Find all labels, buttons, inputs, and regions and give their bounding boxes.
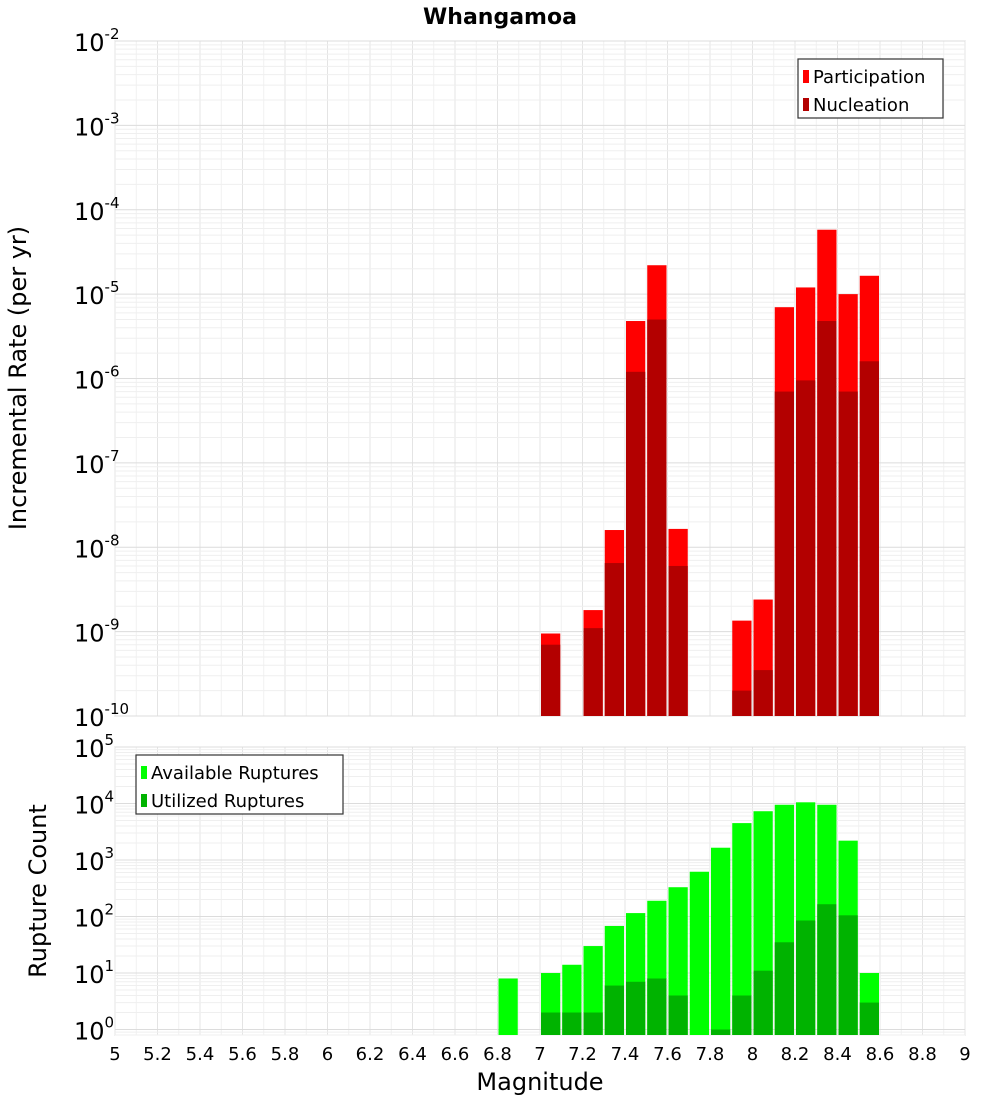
legend-label: Utilized Ruptures [151, 791, 304, 812]
utilized-ruptures-bar [604, 985, 624, 1035]
utilized-ruptures-bar [859, 1002, 879, 1035]
x-tick-label: 6.6 [441, 1044, 470, 1065]
nucleation-bar [732, 690, 752, 716]
rate-bars [541, 229, 879, 717]
x-tick-label: 7.8 [696, 1044, 725, 1065]
x-tick-label: 6 [322, 1044, 333, 1065]
x-tick-label: 5 [109, 1044, 120, 1065]
y-tick-label: 104 [74, 788, 114, 820]
y-tick-label: 10-6 [74, 363, 120, 395]
utilized-ruptures-bar [541, 1012, 561, 1035]
rate-panel: 10-10 10-9 10-8 10-7 10-6 10-5 10-4 10-3 10-2 In… [4, 25, 966, 732]
y-tick-label: 105 [74, 731, 114, 763]
count-y-axis-label: Rupture Count [24, 804, 52, 978]
nucleation-bar [583, 628, 603, 716]
utilized-ruptures-bar [838, 915, 858, 1035]
count-bars [498, 802, 879, 1035]
nucleation-bar [774, 391, 794, 716]
available-ruptures-bar [711, 847, 731, 1035]
x-tick-label: 5.4 [186, 1044, 215, 1065]
y-tick-label: 10-4 [74, 194, 120, 226]
utilized-ruptures-bar [732, 995, 752, 1035]
utilized-ruptures-bar [753, 970, 773, 1035]
count-panel: 100 101 102 103 104 105 Rupture Count Availab… [24, 731, 966, 1046]
utilized-ruptures-bar [583, 1012, 603, 1035]
nucleation-bar [817, 321, 837, 716]
utilized-ruptures-bar [817, 904, 837, 1035]
y-tick-label: 102 [74, 901, 114, 933]
available-ruptures-bar [732, 823, 752, 1035]
x-tick-label: 5.2 [143, 1044, 172, 1065]
nucleation-bar [626, 371, 646, 716]
utilized-ruptures-bar [774, 942, 794, 1035]
chart-title: Whangamoa [423, 5, 577, 30]
legend-box [135, 754, 344, 815]
x-tick-label: 8.6 [866, 1044, 895, 1065]
nucleation-bar [541, 644, 561, 716]
available-ruptures-bar [498, 978, 518, 1035]
count-legend: Available Ruptures Utilized Ruptures [135, 754, 344, 815]
x-tick-label: 6.8 [483, 1044, 512, 1065]
utilized-ruptures-bar [647, 978, 667, 1035]
y-tick-label: 10-5 [74, 278, 120, 310]
legend-label: Available Ruptures [151, 763, 319, 784]
x-tick-label: 8.2 [781, 1044, 810, 1065]
nucleation-bar [753, 670, 773, 716]
y-tick-label: 101 [74, 957, 114, 989]
x-tick-label: 7 [534, 1044, 545, 1065]
legend-swatch [141, 794, 147, 807]
x-tick-label: 6.2 [356, 1044, 385, 1065]
utilized-ruptures-bar [796, 920, 816, 1035]
x-axis-label: Magnitude [476, 1068, 603, 1096]
legend-swatch [141, 766, 147, 779]
nucleation-bar [796, 380, 816, 716]
x-tick-label: 6.4 [398, 1044, 427, 1065]
utilized-ruptures-bar [711, 1029, 731, 1035]
rate-y-axis-label: Incremental Rate (per yr) [4, 226, 32, 530]
nucleation-bar [668, 565, 688, 716]
x-tick-label: 5.6 [228, 1044, 257, 1065]
y-tick-label: 10-8 [74, 531, 120, 563]
x-tick-label: 8.8 [908, 1044, 937, 1065]
utilized-ruptures-bar [562, 1012, 582, 1035]
x-tick-label: 7.4 [611, 1044, 640, 1065]
rate-grid [114, 40, 966, 717]
y-tick-label: 10-7 [74, 447, 120, 479]
nucleation-bar [647, 319, 667, 716]
legend-box [797, 58, 944, 119]
rate-legend: Participation Nucleation [797, 58, 944, 119]
utilized-ruptures-bar [626, 981, 646, 1035]
legend-swatch [803, 98, 809, 111]
x-tick-label: 7.2 [568, 1044, 597, 1065]
legend-label: Nucleation [813, 95, 909, 116]
nucleation-bar [838, 391, 858, 716]
x-tick-label: 5.8 [271, 1044, 300, 1065]
y-tick-label: 100 [74, 1014, 114, 1046]
y-tick-label: 103 [74, 844, 114, 876]
y-tick-label: 10-3 [74, 109, 120, 141]
x-tick-label: 8 [747, 1044, 758, 1065]
legend-label: Participation [813, 67, 925, 88]
y-tick-label: 10-9 [74, 616, 120, 648]
x-tick-label: 8.4 [823, 1044, 852, 1065]
x-tick-label: 7.6 [653, 1044, 682, 1065]
nucleation-bar [859, 361, 879, 716]
x-ticks: 5 5.2 5.4 5.6 5.8 6 6.2 6.4 6.6 6.8 7 7.2 7.4 7.6 7.8 8… [109, 1044, 970, 1065]
legend-swatch [803, 70, 809, 83]
y-tick-label: 10-2 [74, 25, 120, 57]
available-ruptures-bar [689, 871, 709, 1035]
x-tick-label: 9 [959, 1044, 970, 1065]
nucleation-bar [604, 563, 624, 716]
y-tick-label: 10-10 [74, 700, 129, 732]
count-y-ticks: 100 101 102 103 104 105 [74, 731, 114, 1046]
utilized-ruptures-bar [668, 995, 688, 1035]
